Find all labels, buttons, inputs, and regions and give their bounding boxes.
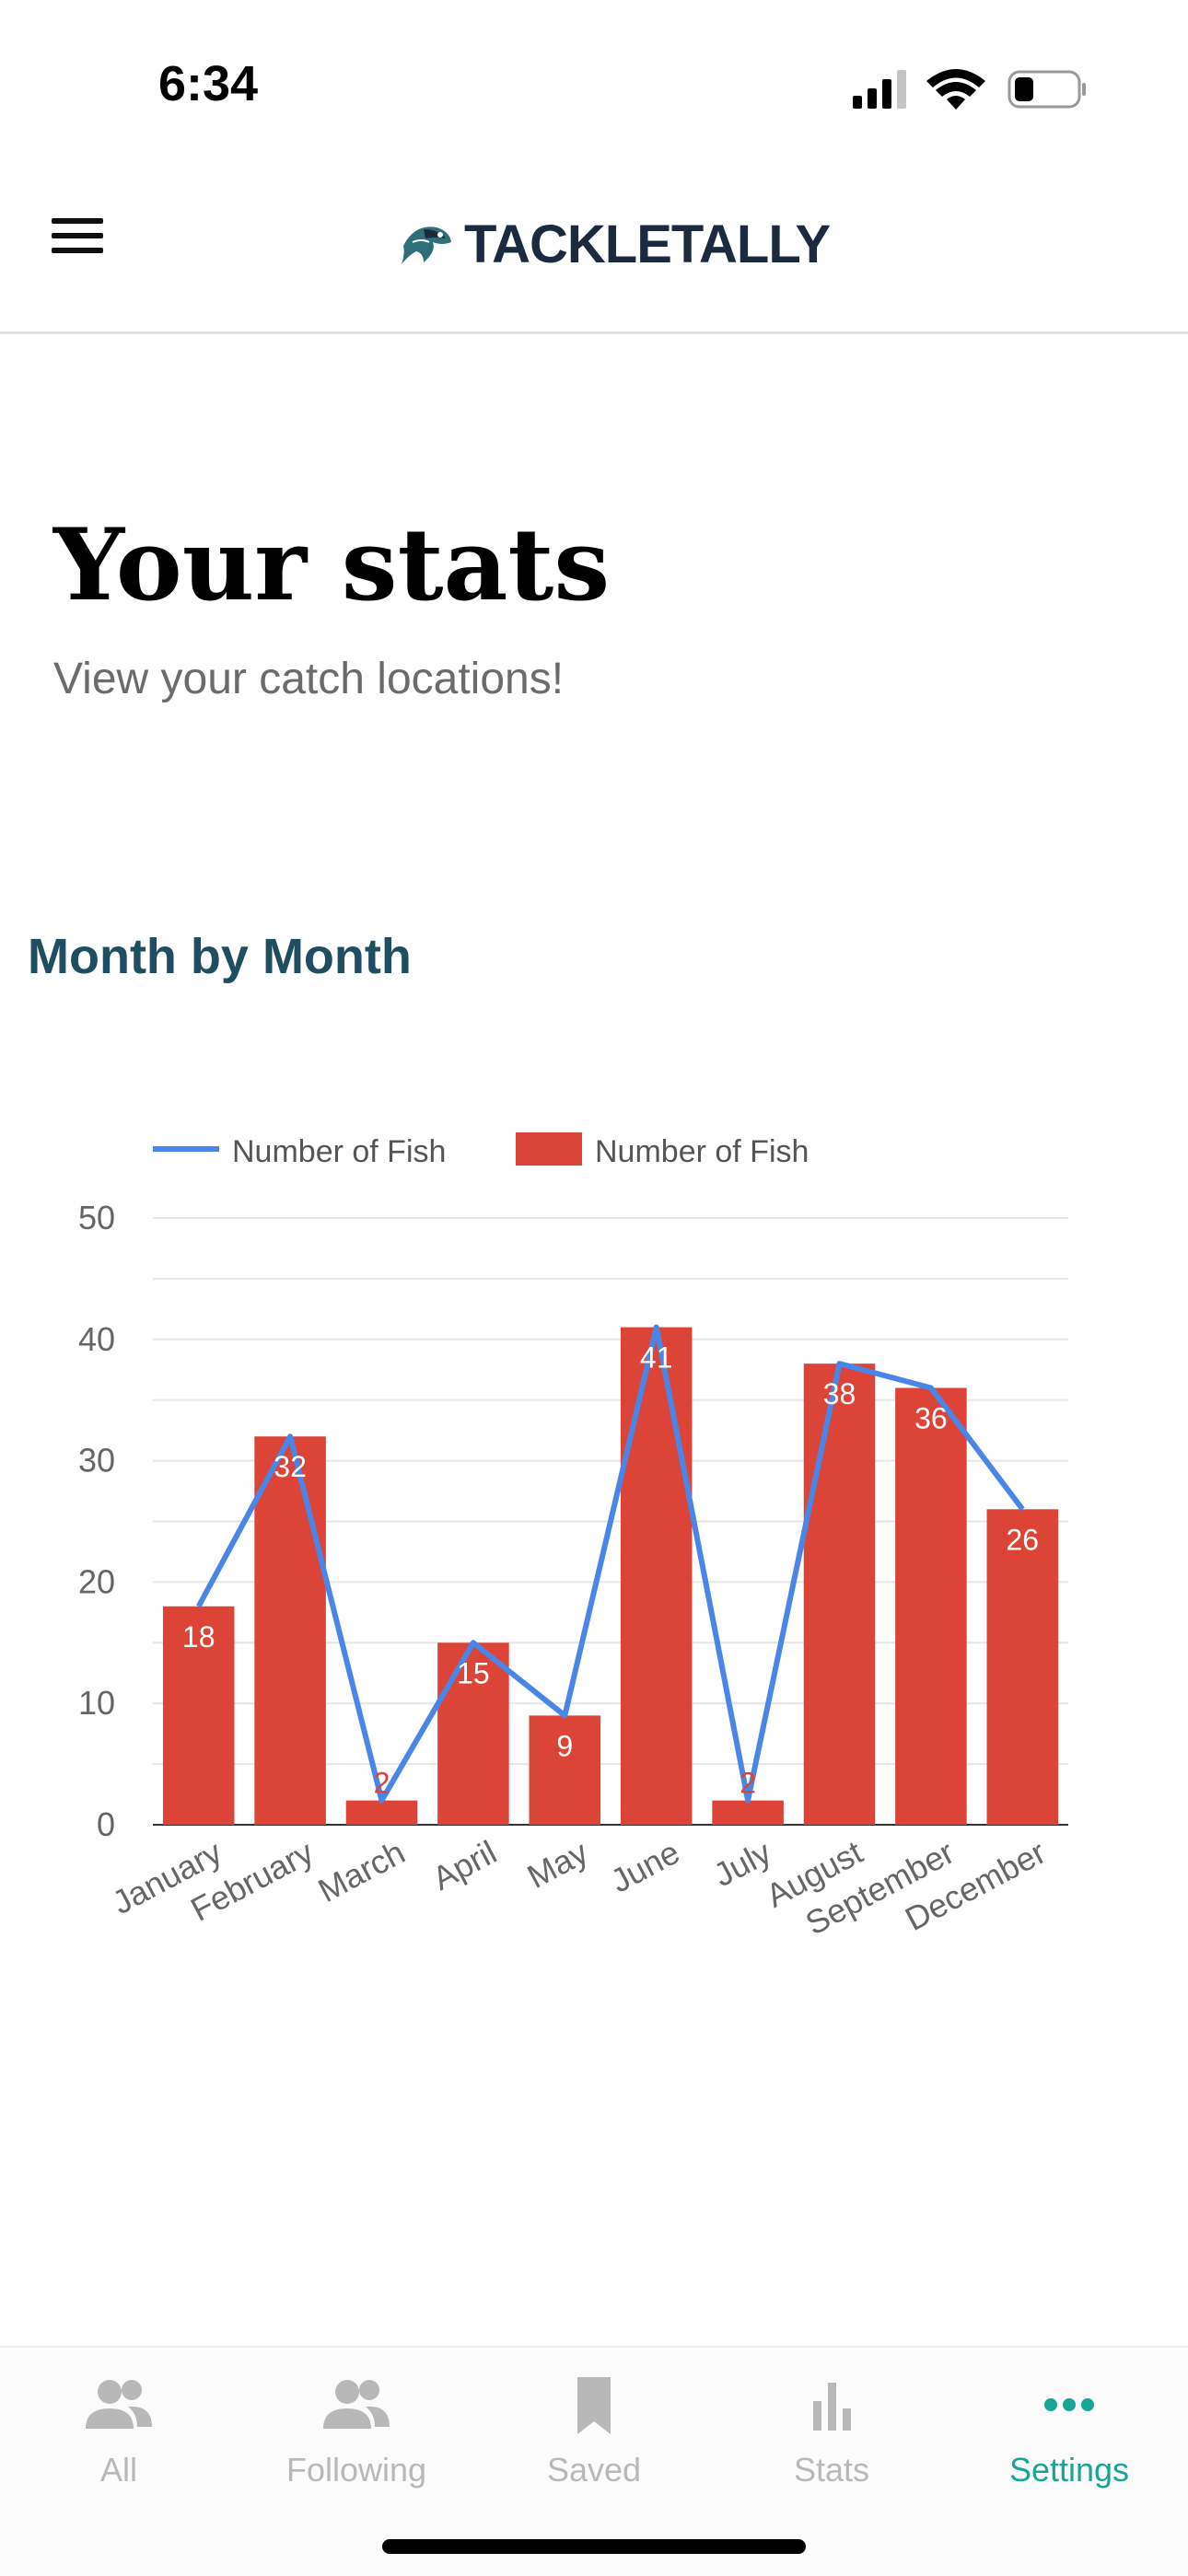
brand-name: TACKLETALLY (464, 214, 831, 274)
legend-label: Number of Fish (232, 1134, 446, 1169)
bar (620, 1327, 693, 1825)
x-tick-label: May (521, 1833, 594, 1896)
menu-button[interactable] (52, 214, 103, 265)
bar (895, 1387, 967, 1825)
section-title: Month by Month (28, 929, 412, 984)
home-indicator (382, 2539, 806, 2554)
data-label: 41 (640, 1341, 673, 1375)
tab-label: Stats (793, 2451, 870, 2489)
data-label: 36 (914, 1402, 948, 1435)
month-by-month-chart: Number of Fish Number of Fish 0 10 20 30 40 50 1… (78, 1132, 1068, 1943)
tab-bar: All Following Saved Stats Settings (0, 2346, 1188, 2576)
users-icon (323, 2380, 390, 2429)
y-tick-label: 0 (97, 1805, 115, 1843)
series-line (196, 1324, 1025, 1804)
brand-logo: TACKLETALLY (396, 203, 831, 285)
tab-label: Saved (546, 2451, 642, 2489)
tab-label: Following (285, 2451, 427, 2489)
more-icon (1044, 2398, 1094, 2411)
bar-chart-icon (813, 2383, 851, 2431)
y-tick-label: 10 (78, 1684, 115, 1722)
data-label: 26 (1007, 1523, 1040, 1556)
tab-label: Settings (1008, 2451, 1130, 2489)
y-tick-label: 40 (78, 1320, 115, 1358)
data-label: 2 (740, 1767, 756, 1800)
data-label: 15 (457, 1656, 490, 1689)
tab-saved[interactable]: Saved (475, 2373, 713, 2512)
legend-label: Number of Fish (595, 1134, 809, 1169)
data-label: 18 (182, 1620, 215, 1654)
bar (345, 1800, 418, 1825)
bar (162, 1606, 235, 1825)
legend-bar-swatch (516, 1132, 582, 1166)
menu-icon-line (52, 248, 103, 253)
signal-icon (853, 70, 906, 109)
status-bar: 6:34 (0, 0, 1188, 157)
bar (254, 1436, 326, 1825)
bar (803, 1363, 876, 1825)
y-tick-label: 30 (78, 1442, 115, 1479)
menu-icon-line (52, 218, 103, 224)
bookmark-icon (577, 2377, 611, 2434)
bar (529, 1715, 601, 1825)
wifi-icon (926, 69, 985, 110)
status-time: 6:34 (158, 56, 259, 111)
x-tick-label: June (604, 1833, 685, 1900)
fish-icon (402, 226, 451, 264)
tab-label: All (99, 2451, 137, 2489)
battery-icon (1007, 70, 1086, 109)
data-label: 32 (274, 1450, 307, 1483)
y-tick-label: 50 (78, 1199, 115, 1236)
tab-settings[interactable]: Settings (950, 2373, 1188, 2512)
tab-stats[interactable]: Stats (713, 2373, 950, 2512)
tab-all[interactable]: All (0, 2373, 238, 2512)
bar (986, 1509, 1059, 1825)
app-header: TACKLETALLY (0, 157, 1188, 334)
users-icon (86, 2380, 152, 2429)
data-label: 2 (374, 1767, 390, 1800)
page-subtitle: View your catch locations! (53, 655, 565, 703)
page-title: Your stats (53, 507, 611, 623)
status-icons (853, 69, 1086, 110)
data-label: 9 (556, 1729, 573, 1762)
x-tick-label: March (312, 1833, 412, 1909)
bar (437, 1642, 509, 1825)
bar (712, 1800, 784, 1825)
menu-icon-line (52, 233, 103, 238)
y-tick-label: 20 (78, 1562, 115, 1600)
tab-following[interactable]: Following (238, 2373, 475, 2512)
x-tick-label: April (426, 1833, 503, 1897)
data-label: 38 (823, 1377, 856, 1410)
